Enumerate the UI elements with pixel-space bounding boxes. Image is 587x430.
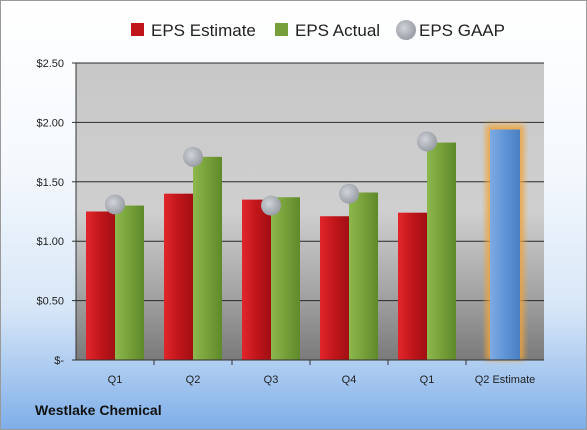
y-tick-label: $2.00: [36, 117, 64, 129]
company-name: Westlake Chemical: [35, 402, 162, 418]
plot-background: [76, 63, 544, 360]
bar-eps-estimate: [164, 193, 193, 360]
legend-label: EPS Actual: [295, 21, 380, 40]
bar-eps-actual: [271, 197, 300, 360]
legend-swatch: [131, 23, 144, 36]
marker-eps-gaap: [339, 183, 359, 204]
marker-eps-gaap: [105, 194, 125, 215]
y-tick-label: $1.00: [36, 236, 64, 248]
bar-q2-estimate: [490, 129, 520, 360]
legend-label: EPS GAAP: [419, 21, 505, 40]
bar-eps-estimate: [398, 212, 427, 360]
marker-eps-gaap: [417, 131, 437, 152]
plot-area: $- $0.50 $1.00 $1.50 $2.00 $2.50 Q1 Q2 Q3 Q4 Q1 Q2 …: [36, 58, 544, 386]
bar-eps-estimate: [86, 211, 115, 360]
legend-swatch-gaap: [396, 20, 416, 40]
x-tick-label: Q2: [186, 374, 201, 386]
bar-eps-estimate: [242, 199, 271, 360]
y-tick-label: $0.50: [36, 296, 64, 308]
y-tick-label: $-: [54, 355, 64, 367]
x-tick-label: Q1: [420, 374, 435, 386]
bar-eps-estimate: [320, 216, 349, 360]
y-tick-label: $1.50: [36, 177, 64, 189]
legend-swatch: [275, 23, 288, 36]
legend-label: EPS Estimate: [151, 21, 256, 40]
marker-eps-gaap: [261, 195, 281, 216]
x-tick-label: Q1: [108, 374, 123, 386]
legend: EPS Estimate EPS Actual EPS GAAP: [131, 20, 505, 40]
x-tick-label: Q3: [264, 374, 279, 386]
y-tick-label: $2.50: [36, 58, 64, 70]
marker-eps-gaap: [183, 146, 203, 167]
x-tick-label: Q4: [342, 374, 357, 386]
bar-eps-actual: [193, 156, 222, 360]
bar-eps-actual: [349, 192, 378, 360]
bar-eps-actual: [115, 205, 144, 360]
x-tick-label: Q2 Estimate: [475, 374, 536, 386]
bar-eps-actual: [427, 142, 456, 360]
